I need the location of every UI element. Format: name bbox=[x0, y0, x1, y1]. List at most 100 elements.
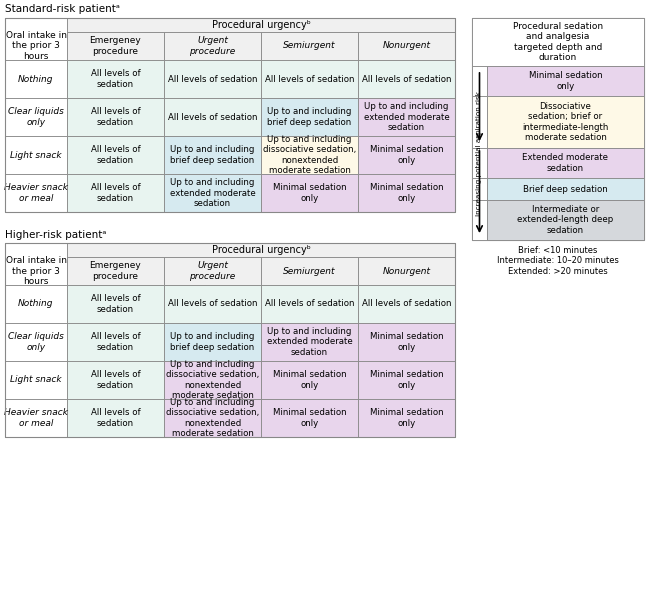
Bar bbox=[358, 32, 455, 60]
Bar bbox=[261, 323, 358, 361]
Text: Nonurgent: Nonurgent bbox=[382, 42, 430, 51]
Bar bbox=[164, 257, 261, 285]
Bar bbox=[5, 18, 455, 212]
Text: All levels of sedation: All levels of sedation bbox=[168, 75, 257, 84]
Bar bbox=[67, 32, 164, 60]
Bar bbox=[472, 66, 487, 96]
Bar bbox=[164, 361, 261, 399]
Text: Brief: <10 minutes
Intermediate: 10–20 minutes
Extended: >20 minutes: Brief: <10 minutes Intermediate: 10–20 m… bbox=[497, 246, 619, 276]
Bar bbox=[472, 148, 487, 178]
Bar bbox=[358, 399, 455, 437]
Text: All levels of sedation: All levels of sedation bbox=[362, 300, 451, 308]
Text: All levels of sedation: All levels of sedation bbox=[168, 113, 257, 122]
Text: Increasing potential aspiration risk: Increasing potential aspiration risk bbox=[476, 90, 482, 216]
Bar bbox=[261, 60, 358, 98]
Bar bbox=[261, 174, 358, 212]
Bar bbox=[5, 399, 67, 437]
Text: Clear liquids
only: Clear liquids only bbox=[8, 332, 64, 352]
Bar bbox=[261, 98, 358, 136]
Bar bbox=[487, 66, 644, 96]
Text: Higher-risk patientᵃ: Higher-risk patientᵃ bbox=[5, 229, 107, 240]
Text: Light snack: Light snack bbox=[10, 150, 62, 160]
Bar bbox=[164, 32, 261, 60]
Text: Up to and including
brief deep sedation: Up to and including brief deep sedation bbox=[170, 332, 255, 352]
Text: Up to and including
extended moderate
sedation: Up to and including extended moderate se… bbox=[170, 178, 255, 208]
Text: Urgent
procedure: Urgent procedure bbox=[189, 261, 235, 281]
Text: Minimal sedation
only: Minimal sedation only bbox=[273, 408, 346, 427]
Text: Up to and including
dissociative sedation,
nonextended
moderate sedation: Up to and including dissociative sedatio… bbox=[263, 135, 356, 175]
Bar bbox=[472, 96, 487, 148]
Text: Standard-risk patientᵃ: Standard-risk patientᵃ bbox=[5, 4, 120, 14]
Text: All levels of
sedation: All levels of sedation bbox=[91, 69, 140, 88]
Bar bbox=[358, 174, 455, 212]
Text: Semiurgent: Semiurgent bbox=[283, 267, 336, 276]
Text: All levels of sedation: All levels of sedation bbox=[265, 300, 354, 308]
Text: All levels of sedation: All levels of sedation bbox=[362, 75, 451, 84]
Bar bbox=[164, 399, 261, 437]
Text: Urgent
procedure: Urgent procedure bbox=[189, 36, 235, 56]
Text: Emergeney
procedure: Emergeney procedure bbox=[90, 261, 142, 281]
Text: Dissociative
sedation; brief or
intermediate-length
moderate sedation: Dissociative sedation; brief or intermed… bbox=[523, 102, 608, 142]
Text: Minimal sedation
only: Minimal sedation only bbox=[370, 370, 443, 389]
Text: All levels of
sedation: All levels of sedation bbox=[91, 107, 140, 126]
Bar bbox=[67, 361, 164, 399]
Text: Oral intake in
the prior 3
hours: Oral intake in the prior 3 hours bbox=[5, 31, 66, 61]
Bar bbox=[261, 136, 358, 174]
Text: Up to and including
dissociative sedation,
nonextended
moderate sedation: Up to and including dissociative sedatio… bbox=[166, 360, 259, 400]
Bar bbox=[164, 174, 261, 212]
Text: All levels of sedation: All levels of sedation bbox=[265, 75, 354, 84]
Bar bbox=[487, 200, 644, 240]
Text: Minimal sedation
only: Minimal sedation only bbox=[273, 370, 346, 389]
Text: Up to and including
extended moderate
sedation: Up to and including extended moderate se… bbox=[363, 102, 449, 132]
Bar bbox=[261, 257, 358, 285]
Bar bbox=[261, 285, 358, 323]
Text: Intermediate or
extended-length deep
sedation: Intermediate or extended-length deep sed… bbox=[517, 205, 614, 235]
Bar bbox=[261, 361, 358, 399]
Text: Nothing: Nothing bbox=[18, 300, 54, 308]
Text: Emergeney
procedure: Emergeney procedure bbox=[90, 36, 142, 56]
Bar bbox=[5, 243, 67, 285]
Text: Minimal sedation
only: Minimal sedation only bbox=[370, 408, 443, 427]
Text: Minimal sedation
only: Minimal sedation only bbox=[370, 332, 443, 352]
Bar bbox=[358, 98, 455, 136]
Bar bbox=[472, 18, 644, 240]
Bar bbox=[472, 200, 487, 240]
Bar bbox=[5, 285, 67, 323]
Bar bbox=[358, 361, 455, 399]
Bar bbox=[487, 178, 644, 200]
Text: Procedural sedation
and analgesia
targeted depth and
duration: Procedural sedation and analgesia target… bbox=[513, 22, 603, 62]
Text: All levels of
sedation: All levels of sedation bbox=[91, 145, 140, 165]
Bar bbox=[358, 136, 455, 174]
Text: All levels of
sedation: All levels of sedation bbox=[91, 370, 140, 389]
Bar bbox=[358, 323, 455, 361]
Text: All levels of
sedation: All levels of sedation bbox=[91, 332, 140, 352]
Bar bbox=[261, 32, 358, 60]
Text: Oral intake in
the prior 3
hours: Oral intake in the prior 3 hours bbox=[5, 256, 66, 286]
Text: Up to and including
brief deep sedation: Up to and including brief deep sedation bbox=[170, 145, 255, 165]
Bar bbox=[67, 60, 164, 98]
Bar bbox=[5, 98, 67, 136]
Text: Minimal sedation
only: Minimal sedation only bbox=[273, 183, 346, 203]
Bar bbox=[358, 60, 455, 98]
Text: Procedural urgencyᵇ: Procedural urgencyᵇ bbox=[211, 20, 311, 30]
Bar bbox=[358, 285, 455, 323]
Text: All levels of
sedation: All levels of sedation bbox=[91, 183, 140, 203]
Text: Minimal sedation
only: Minimal sedation only bbox=[370, 183, 443, 203]
Bar bbox=[358, 257, 455, 285]
Text: Nothing: Nothing bbox=[18, 75, 54, 84]
Text: Clear liquids
only: Clear liquids only bbox=[8, 107, 64, 126]
Text: Up to and including
extended moderate
sedation: Up to and including extended moderate se… bbox=[266, 327, 352, 357]
Bar bbox=[472, 18, 644, 66]
Text: Up to and including
brief deep sedation: Up to and including brief deep sedation bbox=[267, 107, 352, 126]
Text: All levels of sedation: All levels of sedation bbox=[168, 300, 257, 308]
Text: Extended moderate
sedation: Extended moderate sedation bbox=[523, 154, 608, 173]
Bar bbox=[67, 257, 164, 285]
Text: Minimal sedation
only: Minimal sedation only bbox=[370, 145, 443, 165]
Bar bbox=[5, 136, 67, 174]
Bar bbox=[487, 148, 644, 178]
Bar bbox=[67, 285, 164, 323]
Bar bbox=[164, 60, 261, 98]
Text: Heavier snack
or meal: Heavier snack or meal bbox=[4, 183, 68, 203]
Bar bbox=[5, 18, 67, 60]
Bar bbox=[5, 174, 67, 212]
